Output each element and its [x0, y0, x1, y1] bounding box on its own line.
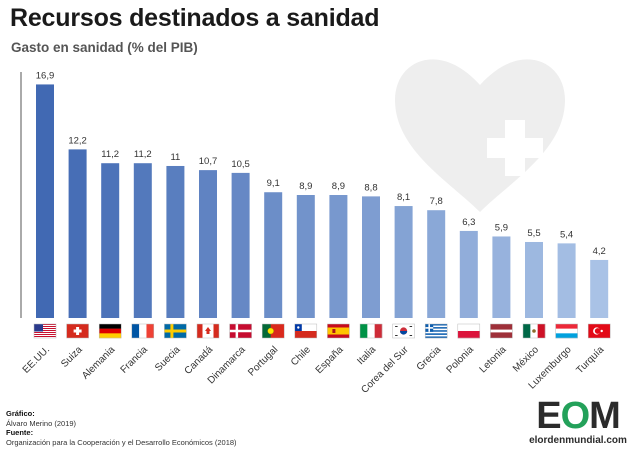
bar-portugal — [264, 192, 283, 318]
category-label-méxico: México — [511, 344, 541, 374]
bar-dinamarca — [231, 172, 250, 318]
poland-flag-icon — [457, 323, 481, 339]
eom-logo: EOM elordenmundial.com — [520, 395, 636, 446]
sweden-flag-icon — [164, 323, 187, 339]
bar-alemania — [101, 163, 120, 318]
heart-with-cross-icon — [395, 59, 565, 212]
south-korea-flag-icon — [392, 323, 415, 339]
bar-polonia — [459, 230, 478, 318]
bar-canadá — [199, 170, 217, 318]
value-label-méxico: 5,5 — [527, 228, 540, 239]
value-label-suiza: 12,2 — [68, 135, 87, 146]
value-label-españa: 8,9 — [332, 181, 345, 192]
value-label-portugal: 9,1 — [267, 178, 280, 189]
value-label-ee-uu: 16,9 — [36, 70, 55, 81]
bar-corea-del-sur — [394, 206, 413, 318]
category-label-suecia: Suecia — [153, 344, 183, 374]
mexico-flag-icon — [522, 323, 546, 339]
category-label-españa: España — [314, 344, 346, 376]
value-label-grecia: 7,8 — [430, 196, 443, 207]
value-label-letonia: 5,9 — [495, 222, 508, 233]
greece-flag-icon — [424, 323, 448, 339]
canada-flag-icon — [196, 323, 220, 339]
value-label-italia: 8,8 — [364, 182, 377, 193]
category-label-grecia: Grecia — [415, 344, 444, 373]
category-label-canadá: Canadá — [183, 344, 216, 377]
bar-italia — [362, 196, 380, 318]
bar-suecia — [166, 165, 185, 318]
logo-letter-e: E — [536, 395, 561, 437]
grafico-label: Gráfico: — [6, 409, 35, 418]
denmark-flag-icon — [229, 323, 252, 339]
france-flag-icon — [131, 323, 155, 339]
latvia-flag-icon — [490, 323, 513, 339]
bar-francia — [133, 163, 152, 318]
value-label-canadá: 10,7 — [199, 156, 218, 167]
chart-subtitle: Gasto en sanidad (% del PIB) — [11, 40, 198, 55]
bar-ee-uu — [36, 84, 54, 318]
cross-shape — [487, 120, 543, 176]
value-label-luxemburgo: 5,4 — [560, 229, 573, 240]
bar-letonia — [492, 236, 511, 318]
value-label-turquía: 4,2 — [593, 246, 606, 257]
category-label-chile: Chile — [289, 344, 313, 368]
bar-luxemburgo — [557, 243, 576, 318]
category-label-letonia: Letonia — [478, 344, 509, 375]
bar-grecia — [427, 210, 446, 318]
fuente-value: Organización para la Cooperación y el De… — [6, 437, 237, 447]
logo-url: elordenmundial.com — [529, 435, 627, 446]
chile-flag-icon — [294, 323, 318, 339]
luxembourg-flag-icon — [555, 323, 578, 339]
portugal-flag-icon — [261, 323, 285, 339]
credits-block: Gráfico: Álvaro Merino (2019) Fuente: Or… — [6, 409, 237, 447]
chart-title: Recursos destinados a sanidad — [10, 4, 380, 32]
grafico-value: Álvaro Merino (2019) — [6, 418, 77, 428]
value-label-chile: 8,9 — [299, 181, 312, 192]
category-label-turquía: Turquía — [574, 344, 606, 376]
bar-turquía — [590, 259, 609, 318]
spain-flag-icon — [327, 323, 350, 339]
bar-suiza — [68, 149, 87, 318]
us-flag-icon — [33, 323, 57, 339]
value-label-francia: 11,2 — [134, 149, 152, 160]
value-label-dinamarca: 10,5 — [231, 159, 250, 170]
logo-letter-o: O — [560, 395, 591, 437]
category-label-polonia: Polonia — [445, 344, 477, 376]
fuente-label: Fuente: — [6, 428, 34, 438]
logo-letter-m: M — [589, 395, 621, 437]
heart-shape — [395, 59, 565, 212]
turkey-flag-icon — [587, 323, 611, 339]
italy-flag-icon — [359, 323, 383, 339]
category-label-francia: Francia — [119, 344, 151, 376]
germany-flag-icon — [98, 323, 122, 339]
switzerland-flag-icon — [66, 323, 89, 339]
category-label-suiza: Suiza — [59, 344, 85, 370]
value-label-polonia: 6,3 — [462, 217, 475, 228]
value-label-alemania: 11,2 — [101, 149, 119, 160]
value-label-suecia: 11 — [170, 152, 180, 163]
category-label-ee-uu: EE.UU. — [21, 344, 52, 375]
category-label-portugal: Portugal — [246, 344, 280, 378]
value-label-corea-del-sur: 8,1 — [397, 192, 410, 203]
logo-mark: EOM — [520, 395, 636, 437]
category-label-alemania: Alemania — [80, 344, 118, 382]
bar-españa — [329, 195, 348, 318]
category-label-italia: Italia — [355, 344, 378, 367]
bar-méxico — [525, 241, 543, 318]
bar-chile — [296, 195, 315, 318]
